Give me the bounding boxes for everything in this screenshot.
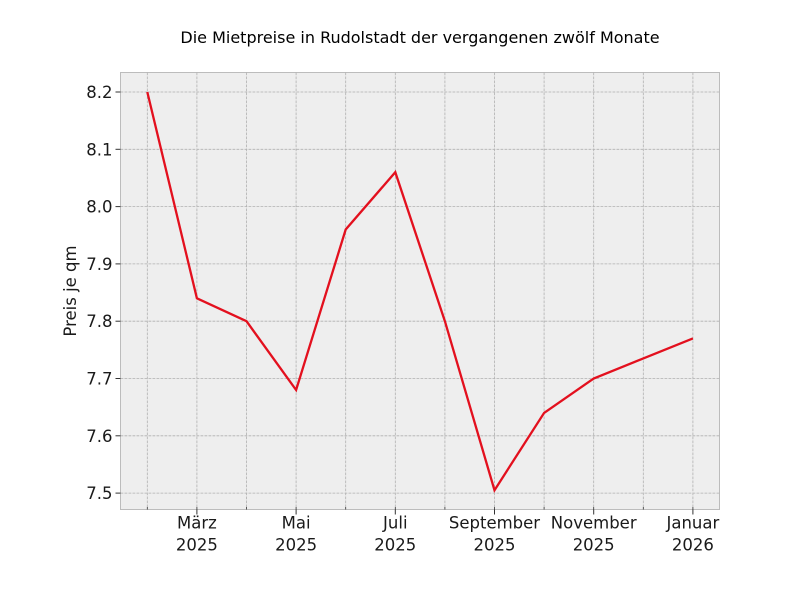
y-axis-label: Preis je qm [61, 245, 80, 336]
y-tick-label: 7.7 [86, 370, 112, 389]
x-tick-label-year: 2025 [374, 536, 416, 555]
x-tick-label-year: 2025 [474, 536, 516, 555]
grid-lines [120, 72, 720, 510]
x-axis: März 2025 Mai 2025 Juli 2025 September 2025 Nove… [146, 507, 720, 555]
plot-area [120, 72, 720, 510]
chart-title: Die Mietpreise in Rudolstadt der vergang… [180, 28, 659, 47]
x-tick-label-year: 2025 [176, 536, 218, 555]
x-tick-label-month: Juli [382, 514, 408, 533]
y-tick-label: 7.8 [86, 312, 112, 331]
x-tick-label-month: September [449, 514, 540, 533]
y-tick-label: 8.0 [86, 198, 112, 217]
y-tick-label: 8.1 [86, 140, 112, 159]
x-tick-label-month: November [551, 514, 637, 533]
x-tick-label-year: 2026 [672, 536, 714, 555]
price-series-line [146, 91, 694, 493]
y-tick-label: 7.5 [86, 484, 112, 503]
y-tick-label: 8.2 [86, 83, 112, 102]
x-tick-label-year: 2025 [573, 536, 615, 555]
y-tick-label: 7.6 [86, 427, 112, 446]
x-tick-label-month: Januar [666, 514, 720, 533]
x-tick-label-month: März [177, 514, 217, 533]
y-tick-label: 7.9 [86, 255, 112, 274]
x-tick-label-month: Mai [282, 514, 311, 533]
y-axis: 7.5 7.6 7.7 7.8 7.9 8.0 8.1 8.2 [86, 83, 121, 503]
x-tick-label-year: 2025 [275, 536, 317, 555]
